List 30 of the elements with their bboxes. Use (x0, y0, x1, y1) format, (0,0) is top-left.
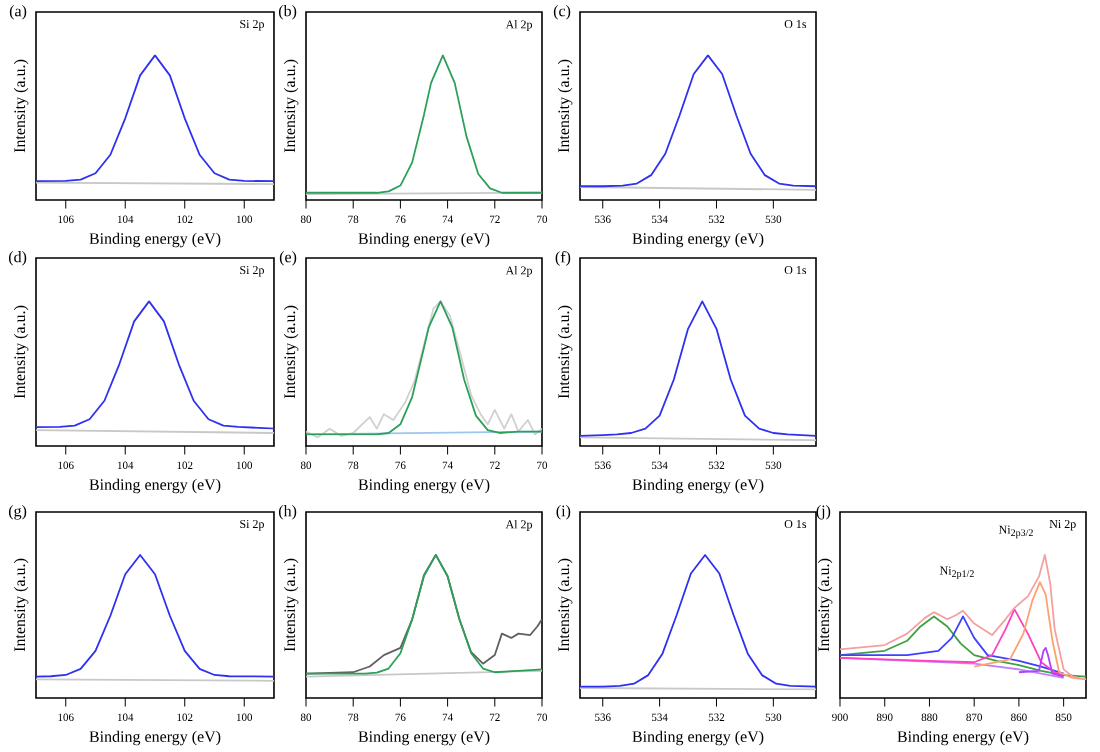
chart-title: (a) (9, 5, 27, 20)
y-axis-title: Intensity (a.u.) (13, 558, 29, 652)
chart-title: (e) (279, 251, 297, 266)
y-axis-title: Intensity (a.u.) (557, 59, 573, 153)
x-axis-title: Binding energy (eV) (89, 730, 221, 746)
x-axis-title: Binding energy (eV) (358, 232, 490, 248)
x-axis-title: Binding energy (eV) (632, 232, 764, 248)
chart-title: (f) (555, 251, 571, 266)
x-axis-title: Binding energy (eV) (897, 730, 1029, 746)
chart-title: (d) (8, 251, 27, 266)
x-axis-title: Binding energy (eV) (632, 478, 764, 494)
y-axis-title: Intensity (a.u.) (557, 558, 573, 652)
chart-title: (g) (8, 505, 27, 520)
y-axis-title: Intensity (a.u.) (13, 59, 29, 153)
y-axis-title: Intensity (a.u.) (283, 558, 299, 652)
x-axis-title: Binding energy (eV) (632, 730, 764, 746)
y-axis-title: Intensity (a.u.) (283, 305, 299, 399)
chart-title: (j) (816, 505, 831, 520)
chart-title: (c) (553, 5, 571, 20)
x-axis-title: Binding energy (eV) (89, 478, 221, 494)
chart-title: (h) (278, 505, 297, 520)
x-axis-title: Binding energy (eV) (358, 478, 490, 494)
chart-title: (i) (556, 505, 571, 520)
y-axis-title: Intensity (a.u.) (283, 59, 299, 153)
y-axis-title: Intensity (a.u.) (13, 305, 29, 399)
y-axis-title: Intensity (a.u.) (817, 558, 833, 652)
chart-title: (b) (278, 5, 297, 20)
y-axis-title: Intensity (a.u.) (557, 305, 573, 399)
x-axis-title: Binding energy (eV) (89, 232, 221, 248)
x-axis-title: Binding energy (eV) (358, 730, 490, 746)
